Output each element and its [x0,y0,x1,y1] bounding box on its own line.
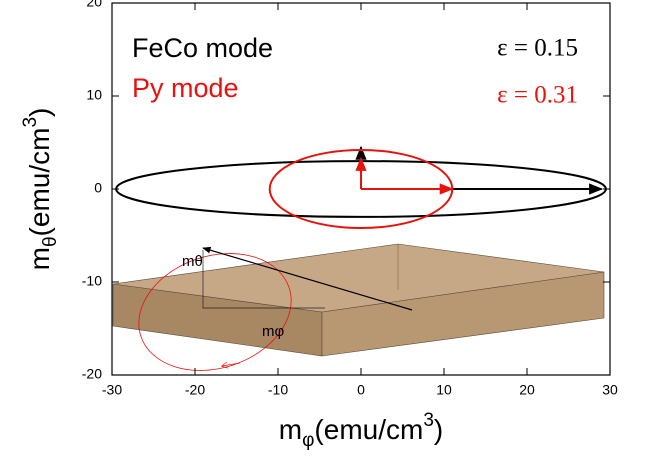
label-part: φ [302,430,314,451]
label-part: 3 [20,117,41,128]
y-axis-label: mθ(emu/cm3) [20,108,61,271]
label-part: 3 [423,410,434,431]
annotation: ε = 0.31 [497,82,578,109]
label-part: (emu/cm [314,414,423,445]
label-part: (emu/cm [24,128,55,237]
inset-slab: mθ mφ [112,243,605,371]
x-tick-label: 0 [357,382,365,398]
x-tick-label: -20 [185,382,205,398]
label-part: m [24,247,55,270]
label-part: ) [24,108,55,117]
x-tick-label: -30 [102,382,122,398]
y-tick-label: 10 [86,87,102,103]
label-part: θ [40,236,61,247]
inset-label: mφ [262,323,284,340]
annotation: ε = 0.15 [497,35,578,62]
inset-label: mθ [182,253,203,270]
x-tick-label: -10 [268,382,288,398]
y-tick-label: -20 [82,366,102,382]
x-tick-label: 10 [436,382,452,398]
y-tick-label: 20 [86,0,102,10]
label-part: ) [434,414,443,445]
x-axis-label: mφ(emu/cm3) [279,410,443,451]
x-tick-label: 30 [602,382,618,398]
label-part: m [279,414,302,445]
x-tick-label: 20 [519,382,535,398]
y-tick-label: -10 [82,273,102,289]
legend-entry: FeCo mode [132,33,273,63]
y-tick-label: 0 [94,180,102,196]
legend-entry: Py mode [132,73,239,103]
